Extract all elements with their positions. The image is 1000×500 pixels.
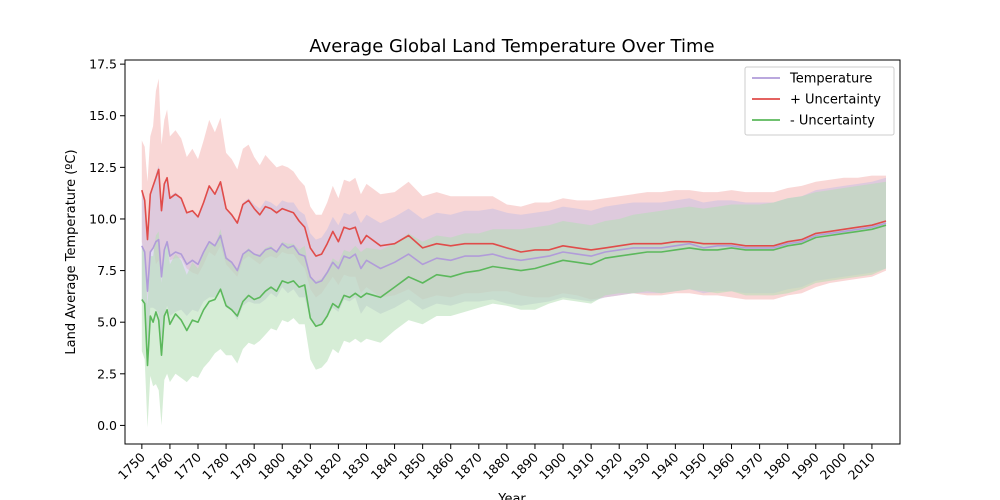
x-tick-label: 1830 — [340, 449, 373, 482]
series-line-uncertainty — [141, 224, 887, 367]
y-tick-label: 5.0 — [97, 315, 117, 330]
y-axis-label: Land Average Temperature (ºC) — [64, 149, 79, 354]
x-tick-label: 1890 — [508, 449, 541, 482]
x-tick-label: 1780 — [199, 449, 232, 482]
x-tick-label: 1870 — [452, 449, 485, 482]
legend-box — [744, 66, 895, 136]
x-tick-label: 1920 — [592, 449, 625, 482]
x-tick-label: 2010 — [845, 449, 878, 482]
x-tick-label: 1820 — [311, 449, 344, 482]
x-tick-label: 1760 — [143, 449, 176, 482]
x-tick-label: 1970 — [733, 449, 766, 482]
x-tick-label: 1930 — [620, 449, 653, 482]
chart-title: Average Global Land Temperature Over Tim… — [309, 36, 714, 57]
legend: Temperature + Uncertainty - Uncertainty — [744, 66, 895, 136]
plot-frame — [124, 59, 901, 445]
x-tick-label: 2000 — [817, 449, 850, 482]
x-tick-label: 1770 — [171, 449, 204, 482]
y-axis: 0.0 2.5 5.0 7.5 10.0 12.5 15.0 17.5 — [89, 57, 125, 433]
x-tick-label: 1980 — [761, 449, 794, 482]
y-tick-label: 17.5 — [89, 57, 117, 72]
legend-label-uncertainty: - Uncertainty — [790, 114, 875, 129]
x-axis: 1750176017701780179018001810182018301840… — [115, 444, 878, 483]
x-tick-label: 1900 — [536, 449, 569, 482]
y-tick-label: 10.0 — [89, 211, 117, 226]
y-tick-label: 7.5 — [97, 263, 117, 278]
x-tick-label: 1860 — [424, 449, 457, 482]
legend-label-uncertainty: + Uncertainty — [790, 93, 881, 108]
lines-layer — [141, 168, 887, 367]
series-line-uncertainty — [141, 168, 887, 257]
x-tick-label: 1990 — [789, 449, 822, 482]
x-tick-label: 1750 — [115, 449, 148, 482]
x-tick-label: 1800 — [255, 449, 288, 482]
x-tick-label: 1850 — [396, 449, 429, 482]
y-tick-label: 15.0 — [89, 108, 117, 123]
x-tick-label: 1880 — [480, 449, 513, 482]
y-tick-label: 12.5 — [89, 160, 117, 175]
y-tick-label: 2.5 — [97, 366, 117, 381]
x-tick-label: 1840 — [368, 449, 401, 482]
x-tick-label: 1950 — [676, 449, 709, 482]
x-tick-label: 1790 — [227, 449, 260, 482]
x-tick-label: 1940 — [648, 449, 681, 482]
x-axis-label: Year — [497, 492, 526, 500]
x-tick-label: 1810 — [283, 449, 316, 482]
series-line-temperature — [141, 222, 887, 293]
x-tick-label: 1960 — [705, 449, 738, 482]
y-tick-label: 0.0 — [97, 418, 117, 433]
x-tick-label: 1910 — [564, 449, 597, 482]
legend-label-temperature: Temperature — [789, 72, 872, 87]
